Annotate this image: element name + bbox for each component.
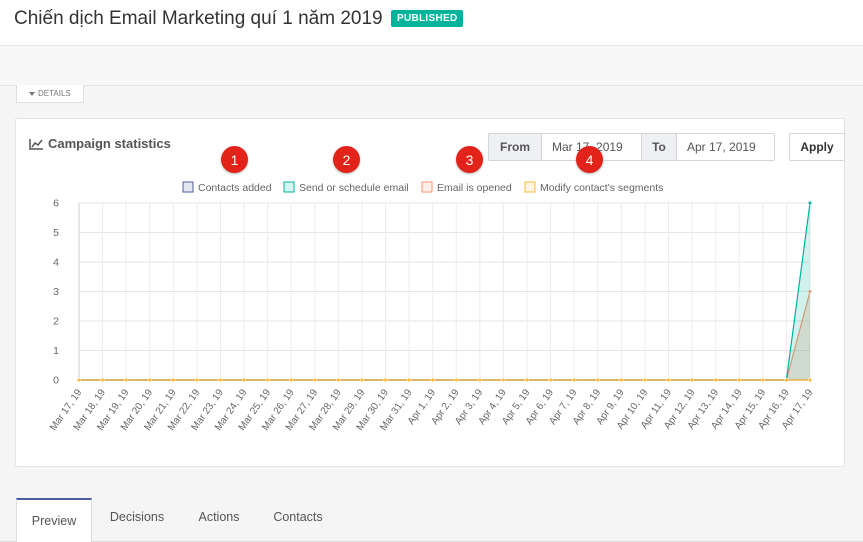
- details-toggle[interactable]: DETAILS: [16, 85, 84, 103]
- y-tick-label: 4: [53, 257, 59, 269]
- tab-bar: Preview Decisions Actions Contacts: [0, 498, 863, 542]
- data-point: [289, 377, 294, 383]
- y-tick-label: 1: [53, 345, 59, 357]
- to-label: To: [641, 134, 677, 160]
- data-point: [218, 377, 223, 383]
- series-line: [79, 291, 811, 381]
- data-point: [784, 377, 789, 383]
- y-tick-label: 0: [53, 375, 59, 387]
- tab-contacts[interactable]: Contacts: [273, 510, 323, 524]
- date-range-control: From To: [488, 133, 775, 161]
- data-point: [430, 377, 435, 383]
- card-title: Campaign statistics: [29, 136, 171, 151]
- y-tick-label: 2: [53, 316, 59, 328]
- apply-button[interactable]: Apply: [789, 133, 845, 161]
- status-badge: PUBLISHED: [391, 10, 464, 27]
- caret-down-icon: [29, 91, 35, 96]
- legend-label: Contacts added: [198, 182, 272, 194]
- legend-swatch: [421, 181, 433, 193]
- data-point: [713, 377, 718, 383]
- from-label: From: [489, 134, 542, 160]
- marker-2: 2: [333, 146, 360, 173]
- data-point: [336, 377, 341, 383]
- y-tick-label: 6: [53, 198, 59, 210]
- page-title: Chiến dịch Email Marketing quí 1 năm 201…: [14, 8, 383, 29]
- data-point: [407, 377, 412, 383]
- data-point: [666, 377, 671, 383]
- y-tick-label: 5: [53, 227, 59, 239]
- card-title-text: Campaign statistics: [48, 136, 171, 151]
- data-point: [477, 377, 482, 383]
- tab-actions[interactable]: Actions: [198, 510, 240, 524]
- marker-1: 1: [221, 146, 248, 173]
- page-header: Chiến dịch Email Marketing quí 1 năm 201…: [0, 0, 863, 46]
- data-point: [807, 377, 813, 383]
- data-point: [383, 377, 388, 383]
- header-strip: [0, 46, 863, 86]
- details-label: DETAILS: [38, 89, 71, 98]
- legend-label: Email is opened: [437, 182, 512, 194]
- campaign-statistics-card: Campaign statistics From To Apply 0 1 2 3 4 5…: [15, 118, 845, 467]
- data-point: [595, 377, 600, 383]
- legend-label: Send or schedule email: [299, 182, 409, 194]
- data-point: [642, 377, 647, 383]
- data-point: [359, 377, 365, 383]
- data-point: [524, 377, 530, 383]
- data-point: [171, 377, 176, 383]
- data-point: [454, 377, 459, 383]
- legend-swatch: [182, 181, 194, 193]
- data-point: [312, 377, 317, 383]
- data-point: [147, 377, 152, 383]
- data-point: [807, 289, 813, 294]
- line-chart-icon: [29, 138, 43, 150]
- data-point: [572, 377, 577, 383]
- legend-swatch: [283, 181, 295, 193]
- series-area: [79, 291, 810, 380]
- date-to-input[interactable]: [677, 134, 774, 160]
- tab-preview[interactable]: Preview: [16, 498, 92, 542]
- data-point: [76, 377, 82, 383]
- marker-4: 4: [576, 146, 603, 173]
- data-point: [737, 377, 742, 383]
- legend-swatch: [524, 181, 536, 193]
- data-point: [807, 200, 813, 206]
- data-point: [242, 377, 247, 383]
- data-point: [501, 377, 506, 383]
- data-point: [100, 377, 105, 383]
- data-point: [690, 377, 695, 383]
- data-point: [194, 377, 199, 383]
- data-point: [760, 377, 765, 383]
- data-point: [124, 377, 129, 383]
- tab-decisions[interactable]: Decisions: [109, 510, 165, 524]
- marker-3: 3: [456, 146, 483, 173]
- data-point: [548, 377, 553, 383]
- y-tick-label: 3: [53, 286, 59, 298]
- data-point: [619, 377, 624, 383]
- legend-label: Modify contact's segments: [540, 182, 663, 194]
- data-point: [265, 377, 270, 383]
